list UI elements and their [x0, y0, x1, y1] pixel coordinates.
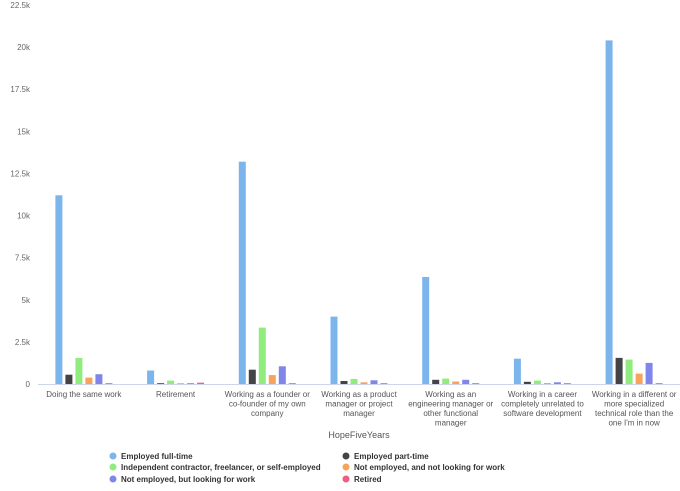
legend-item[interactable]: Not employed, but looking for work — [109, 475, 256, 484]
y-tick-label: 20k — [17, 43, 31, 52]
x-tick-label: Working in a different or more specialize… — [592, 390, 677, 428]
bar — [167, 380, 175, 384]
bar — [655, 383, 663, 384]
bar — [157, 383, 165, 384]
bar — [645, 362, 653, 384]
legend[interactable]: Employed full-time Employed part-time Inde… — [109, 452, 506, 484]
legend-label: Not employed, but looking for work — [121, 475, 256, 484]
x-tick-label: Working as a product manager or project ma… — [321, 390, 397, 418]
legend-label: Independent contractor, freelancer, or s… — [121, 463, 321, 472]
bar — [258, 327, 266, 384]
bar — [147, 370, 155, 384]
legend-item[interactable]: Employed full-time — [109, 452, 194, 461]
bar — [268, 375, 276, 384]
legend-label: Employed part-time — [354, 452, 429, 461]
legend-marker — [342, 463, 350, 471]
bar — [635, 373, 643, 384]
bar — [248, 369, 256, 384]
y-tick-label: 10k — [17, 212, 31, 221]
bar — [452, 381, 460, 384]
bar — [360, 382, 368, 384]
legend-item[interactable]: Employed part-time — [342, 452, 430, 461]
y-axis-ticks: 0 2.5k 5k 7.5k 10k 12.5k 15k 17.5k 20k 22.5k — [10, 1, 31, 389]
y-tick-label: 0 — [26, 380, 31, 389]
legend-label: Employed full-time — [121, 452, 193, 461]
bar — [75, 357, 83, 384]
bar — [187, 383, 195, 384]
bar — [330, 316, 338, 384]
bar — [432, 379, 440, 384]
legend-item[interactable]: Not employed, and not looking for work — [342, 463, 506, 472]
bar — [197, 382, 205, 384]
legend-marker — [109, 452, 117, 460]
x-axis-title: HopeFiveYears — [328, 430, 390, 440]
y-tick-label: 5k — [22, 296, 31, 305]
bar — [513, 358, 521, 384]
legend-marker — [109, 475, 117, 483]
bar — [65, 374, 73, 384]
bar — [472, 383, 480, 384]
y-tick-label: 15k — [17, 127, 31, 136]
bar — [543, 383, 551, 384]
bar — [533, 380, 541, 384]
bar — [370, 380, 378, 384]
bar — [85, 377, 93, 384]
bar — [95, 374, 103, 384]
legend-marker — [342, 452, 350, 460]
x-tick-label: Retirement — [156, 390, 196, 399]
bar — [563, 383, 571, 384]
y-tick-label: 22.5k — [10, 1, 31, 10]
bars — [55, 40, 663, 385]
y-tick-label: 2.5k — [15, 338, 31, 347]
bar — [238, 161, 246, 384]
legend-label: Retired — [354, 475, 382, 484]
x-axis-category-labels: Doing the same work Retirement Working as … — [46, 390, 677, 428]
bar — [288, 383, 296, 384]
x-tick-label: Working as a founder or co-founder of my … — [225, 390, 311, 418]
bar — [605, 40, 613, 385]
x-tick-label: Working as an engineering manager or other… — [408, 390, 493, 428]
bar — [350, 378, 358, 384]
y-tick-label: 12.5k — [10, 169, 31, 178]
x-tick-label: Doing the same work — [46, 390, 122, 399]
bar — [55, 195, 63, 384]
y-tick-label: 17.5k — [10, 85, 31, 94]
bar — [278, 366, 286, 384]
legend-marker — [342, 475, 350, 483]
legend-marker — [109, 463, 117, 471]
bar — [442, 378, 450, 384]
bar — [340, 381, 348, 384]
legend-item[interactable]: Independent contractor, freelancer, or s… — [109, 463, 321, 472]
bar — [553, 382, 561, 384]
x-tick-label: Working in a career completely unrelated … — [501, 390, 584, 418]
bar — [380, 383, 388, 384]
bar — [422, 277, 430, 384]
bar — [177, 383, 185, 384]
bar — [523, 381, 531, 384]
legend-label: Not employed, and not looking for work — [354, 463, 505, 472]
bar — [625, 359, 633, 384]
y-tick-label: 7.5k — [15, 254, 31, 263]
bar — [615, 357, 623, 384]
legend-item[interactable]: Retired — [342, 475, 382, 484]
bar — [462, 379, 470, 384]
bar — [105, 383, 113, 384]
